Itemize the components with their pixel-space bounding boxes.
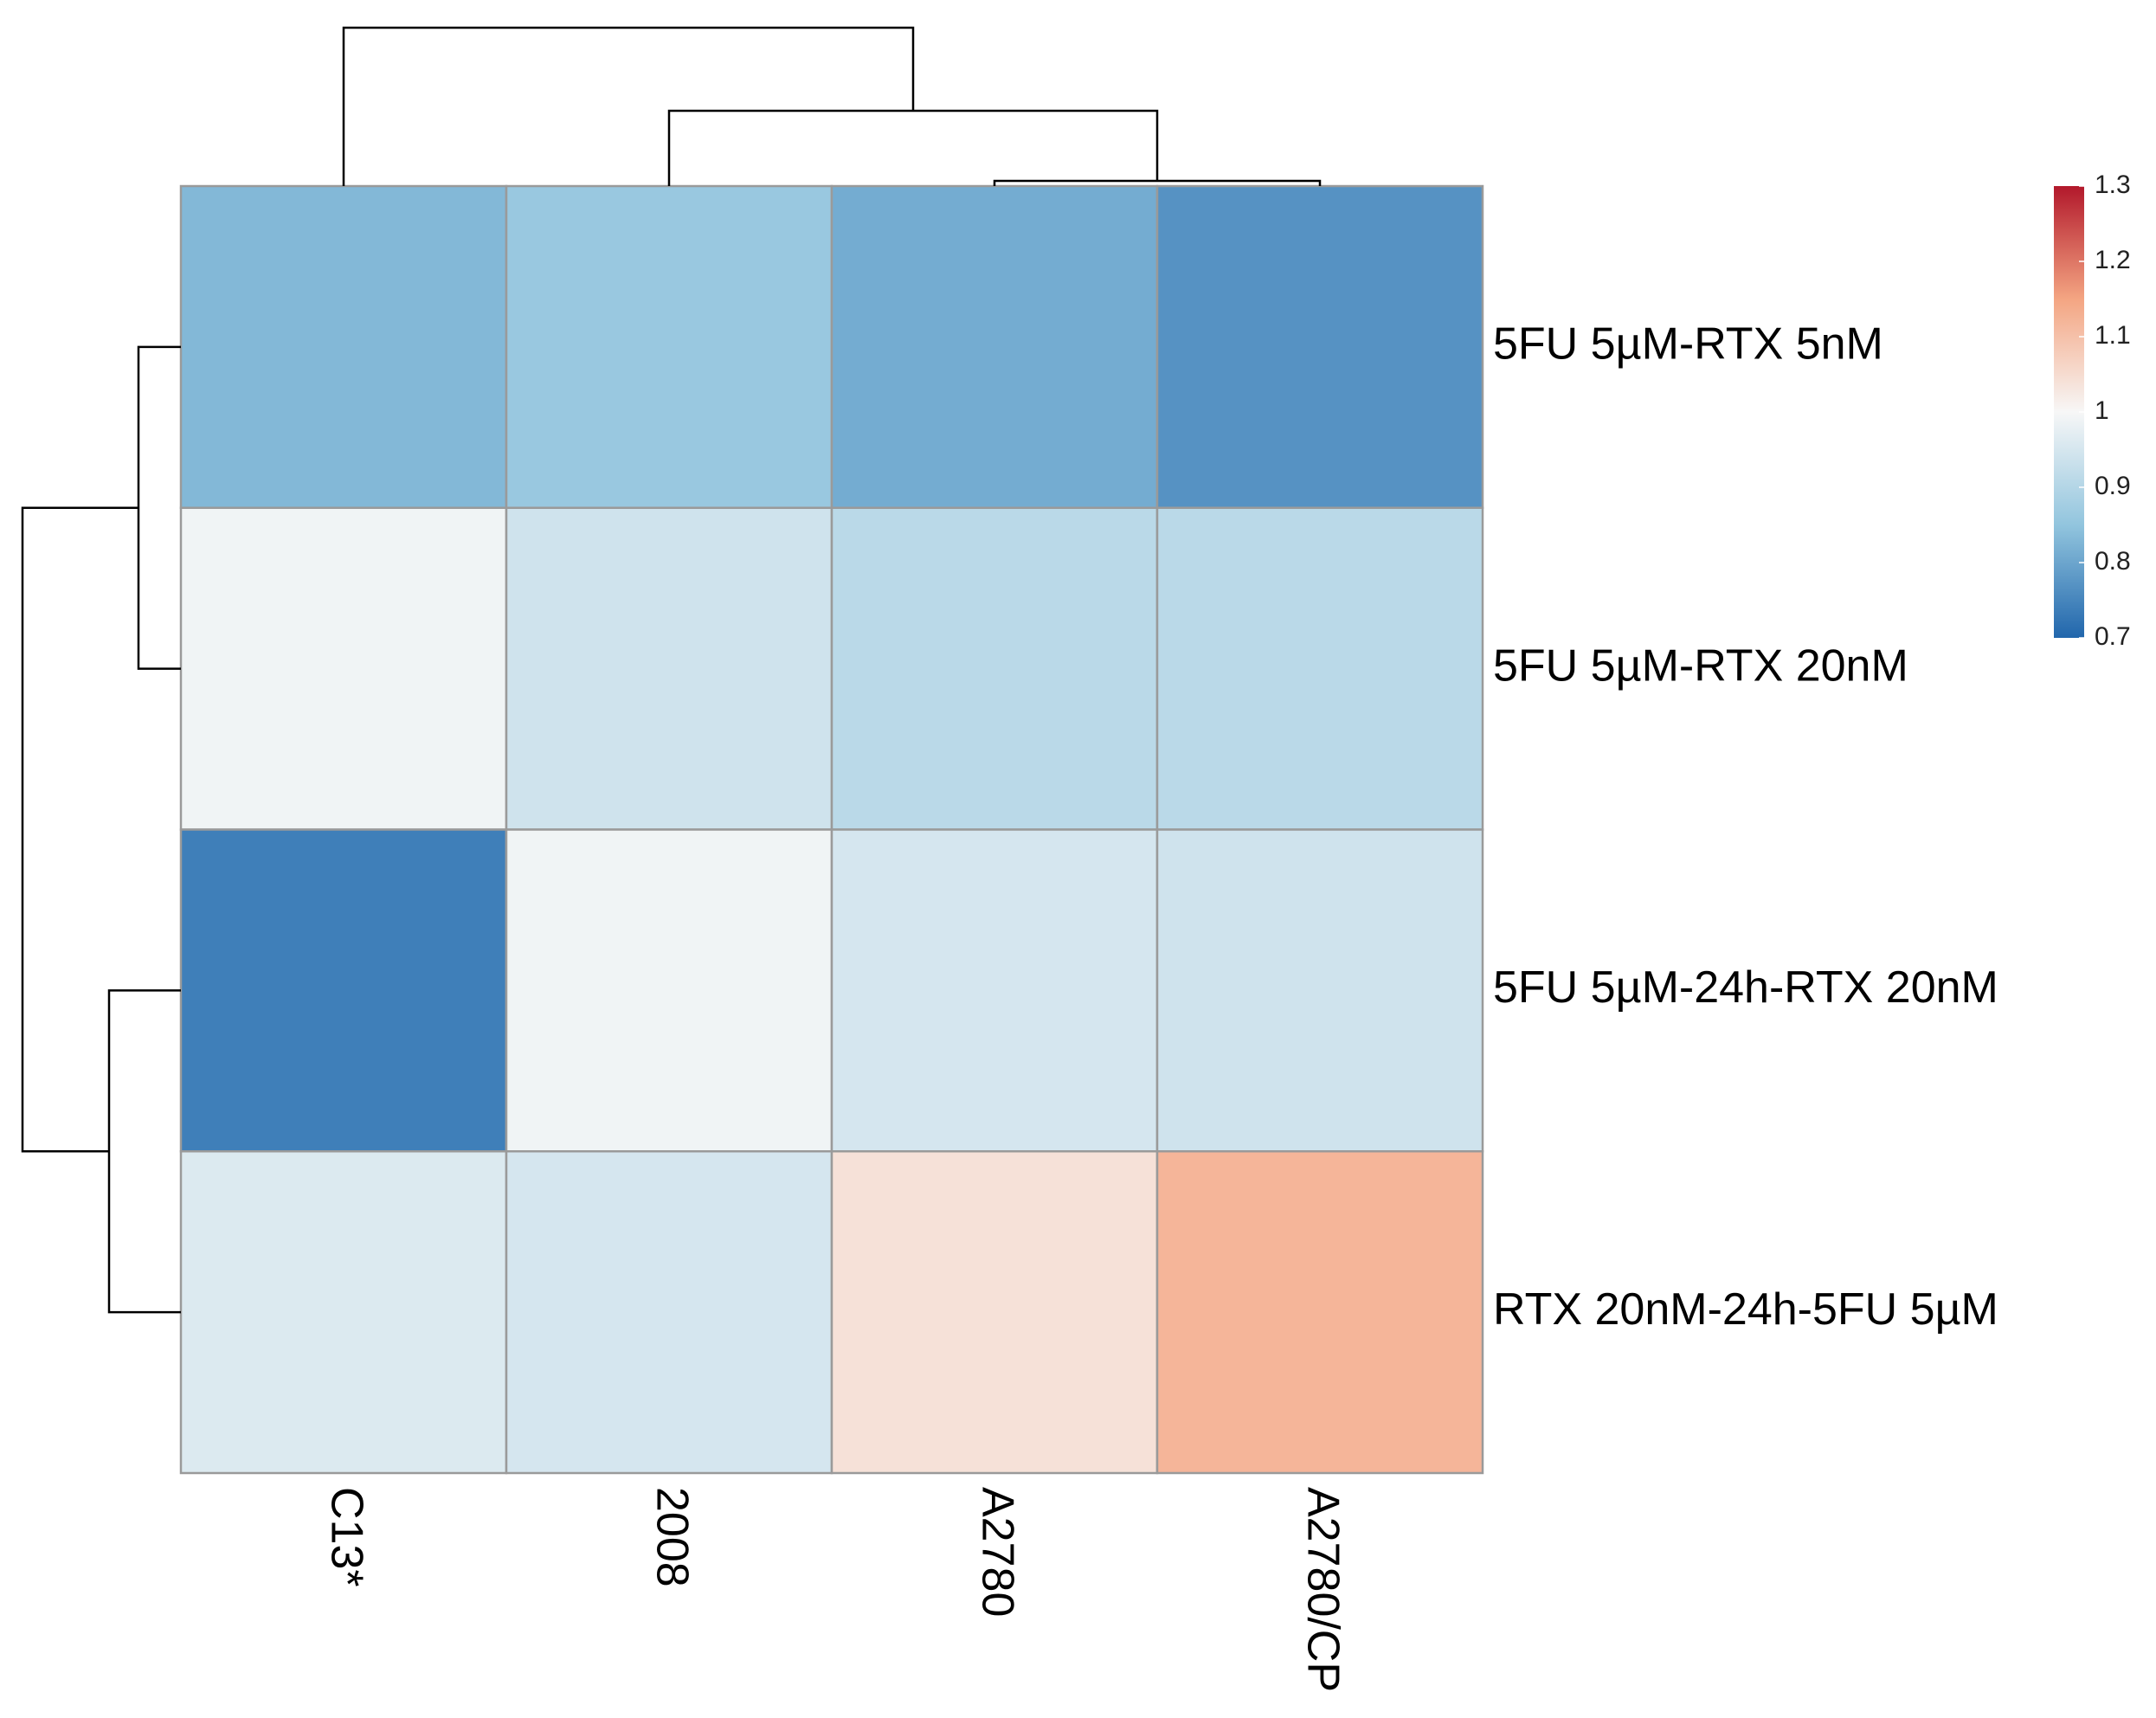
col-label: 2008 (647, 1487, 697, 1587)
c-tick-label: 1 (2095, 396, 2109, 425)
col-label: C13* (321, 1487, 371, 1587)
dendrogram (107, 989, 181, 1314)
heatmap-cell (830, 506, 1159, 831)
dendrogram (667, 109, 1159, 186)
heatmap-cell (179, 506, 508, 831)
heatmap-cell (830, 828, 1159, 1153)
heatmap-cell (505, 506, 833, 831)
row-label: RTX 20nM-24h-5FU 5µM (1493, 1284, 1998, 1335)
dendrogram (342, 26, 915, 186)
row-label: 5FU 5µM-RTX 20nM (1493, 640, 1908, 691)
heatmap-cell (179, 828, 508, 1153)
heatmap-cell (1155, 828, 1484, 1153)
c-tick-label: 1.3 (2095, 171, 2131, 199)
c-tick-label: 0.9 (2095, 472, 2131, 500)
heatmap-cell (1155, 184, 1484, 509)
heatmap-cell (1155, 1150, 1484, 1475)
col-label: A2780 (972, 1487, 1022, 1617)
row-label: 5FU 5µM-RTX 5nM (1493, 319, 1883, 370)
row-label: 5FU 5µM-24h-RTX 20nM (1493, 962, 1998, 1013)
dendrogram (21, 506, 138, 1153)
col-label: A2780/CP (1297, 1487, 1348, 1692)
heatmap-cell (179, 1150, 508, 1475)
heatmap-cell (179, 184, 508, 509)
heatmap-cell (830, 1150, 1159, 1475)
heatmap-cell (505, 828, 833, 1153)
heatmap-cell (830, 184, 1159, 509)
heatmap-cell (1155, 506, 1484, 831)
c-tick-label: 1.2 (2095, 246, 2131, 274)
c-tick-label: 0.8 (2095, 547, 2131, 576)
heatmap-cell (505, 1150, 833, 1475)
heatmap-cell (505, 184, 833, 509)
c-tick-label: 1.1 (2095, 321, 2131, 350)
c-tick-label: 0.7 (2095, 622, 2131, 651)
dendrogram (137, 345, 181, 670)
